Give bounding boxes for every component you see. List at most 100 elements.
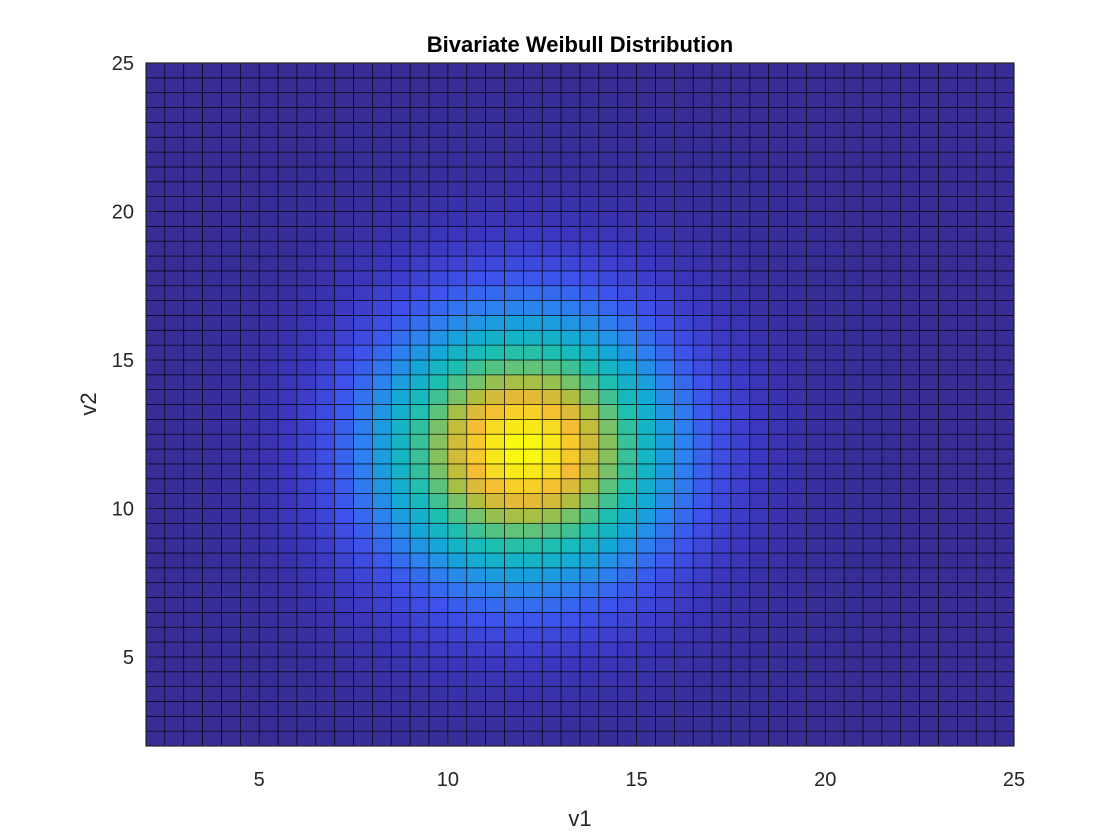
heatmap-cell	[711, 404, 732, 420]
heatmap-cell	[183, 225, 203, 242]
heatmap-cell	[334, 537, 354, 554]
heatmap-cell	[938, 641, 958, 658]
heatmap-cell	[636, 211, 656, 227]
heatmap-cell	[145, 656, 166, 673]
heatmap-cell	[485, 493, 505, 509]
heatmap-cell	[938, 701, 958, 717]
heatmap-cell	[221, 225, 241, 242]
heatmap-cell	[277, 671, 298, 687]
heatmap-cell	[692, 582, 713, 598]
heatmap-cell	[617, 626, 637, 643]
heatmap-cell	[183, 62, 203, 79]
heatmap-cell	[183, 389, 203, 405]
heatmap-cell	[730, 522, 751, 539]
heatmap-cell	[900, 62, 921, 79]
heatmap-cell	[636, 478, 656, 494]
heatmap-cell	[240, 433, 260, 450]
heatmap-cell	[183, 582, 203, 598]
heatmap-cell	[919, 315, 939, 331]
heatmap-cell	[428, 552, 449, 569]
heatmap-cell	[862, 122, 883, 138]
heatmap-cell	[768, 552, 788, 569]
heatmap-cell	[975, 641, 996, 658]
heatmap-cell	[466, 255, 486, 272]
heatmap-cell	[202, 270, 222, 287]
heatmap-cell	[428, 537, 449, 554]
heatmap-cell	[711, 433, 732, 450]
heatmap-cell	[353, 225, 373, 242]
heatmap-cell	[560, 493, 581, 509]
heatmap-cell	[485, 537, 505, 554]
heatmap-cell	[787, 701, 807, 717]
heatmap-cell	[428, 255, 449, 272]
heatmap-cell	[824, 597, 845, 613]
heatmap-cell	[409, 701, 430, 717]
heatmap-cell	[523, 255, 543, 272]
heatmap-cell	[957, 567, 977, 584]
heatmap-cell	[655, 537, 675, 554]
heatmap-cell	[221, 389, 241, 405]
heatmap-cell	[768, 77, 788, 94]
heatmap-cell	[975, 181, 996, 197]
heatmap-cell	[636, 686, 656, 702]
heatmap-cell	[372, 359, 392, 376]
heatmap-cell	[692, 463, 713, 480]
heatmap-cell	[806, 463, 826, 480]
heatmap-cell	[919, 433, 939, 450]
heatmap-cell	[579, 359, 600, 376]
heatmap-cell	[240, 300, 260, 316]
heatmap-cell	[372, 433, 392, 450]
heatmap-cell	[183, 508, 203, 524]
heatmap-cell	[221, 626, 241, 643]
heatmap-cell	[824, 552, 845, 569]
heatmap-cell	[258, 92, 279, 108]
heatmap-cell	[334, 656, 354, 673]
heatmap-cell	[919, 715, 939, 732]
heatmap-cell	[900, 715, 921, 732]
heatmap-cell	[372, 701, 392, 717]
heatmap-cell	[806, 641, 826, 658]
heatmap-cell	[579, 62, 600, 79]
heatmap-cell	[240, 686, 260, 702]
heatmap-cell	[409, 374, 430, 390]
heatmap-cell	[315, 493, 336, 509]
heatmap-cell	[258, 107, 279, 123]
heatmap-cell	[560, 92, 581, 108]
heatmap-cell	[409, 92, 430, 108]
heatmap-cell	[617, 255, 637, 272]
heatmap-cell	[730, 641, 751, 658]
heatmap-cell	[353, 701, 373, 717]
heatmap-cell	[164, 701, 185, 717]
heatmap-cell	[730, 404, 751, 420]
heatmap-cell	[862, 92, 883, 108]
heatmap-cell	[258, 359, 279, 376]
heatmap-cell	[749, 463, 770, 480]
heatmap-cell	[900, 92, 921, 108]
heatmap-cell	[315, 404, 336, 420]
heatmap-cell	[541, 656, 562, 673]
x-axis-label: v1	[568, 806, 591, 831]
heatmap-cell	[938, 656, 958, 673]
heatmap-cell	[919, 211, 939, 227]
heatmap-cell	[428, 478, 449, 494]
heatmap-cell	[409, 300, 430, 316]
heatmap-cell	[692, 107, 713, 123]
heatmap-cell	[843, 166, 864, 183]
heatmap-cell	[240, 62, 260, 79]
heatmap-cell	[692, 626, 713, 643]
heatmap-cell	[145, 522, 166, 539]
heatmap-cell	[749, 151, 770, 168]
heatmap-cell	[334, 463, 354, 480]
heatmap-cell	[994, 285, 1015, 301]
heatmap-cell	[277, 285, 298, 301]
heatmap-cell	[692, 641, 713, 658]
heatmap-cell	[372, 419, 392, 435]
heatmap-cell	[560, 151, 581, 168]
heatmap-cell	[730, 701, 751, 717]
heatmap-cell	[900, 315, 921, 331]
heatmap-cell	[372, 597, 392, 613]
heatmap-cell	[579, 463, 600, 480]
heatmap-cell	[730, 136, 751, 153]
heatmap-cell	[749, 225, 770, 242]
heatmap-cell	[334, 582, 354, 598]
